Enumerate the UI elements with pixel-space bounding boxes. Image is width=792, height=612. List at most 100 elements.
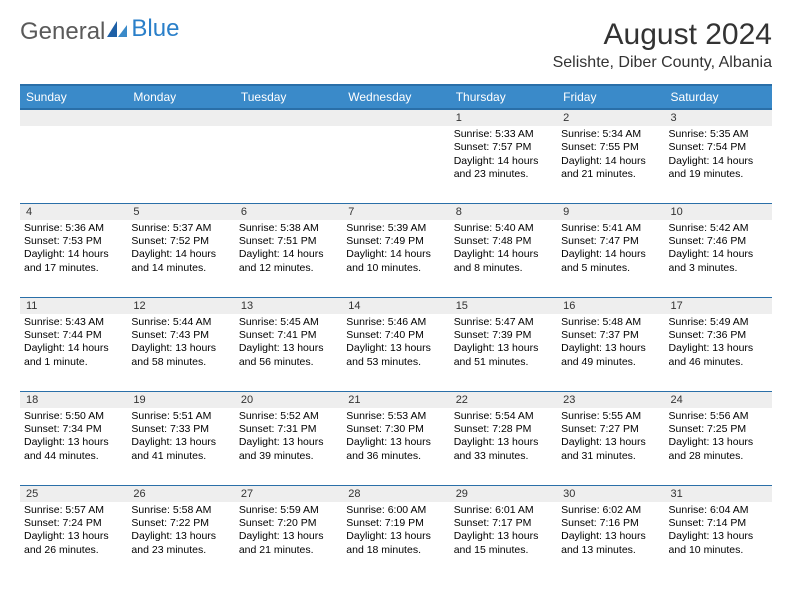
sunrise-text: Sunrise: 5:48 AM	[561, 316, 660, 329]
calendar-day-cell: 30Sunrise: 6:02 AMSunset: 7:16 PMDayligh…	[557, 485, 664, 579]
day-number: 4	[20, 204, 127, 220]
sunrise-text: Sunrise: 5:55 AM	[561, 410, 660, 423]
day-number: 13	[235, 298, 342, 314]
daylight-text: Daylight: 13 hours and 15 minutes.	[454, 530, 553, 557]
sunrise-text: Sunrise: 5:36 AM	[24, 222, 123, 235]
day-detail: Sunrise: 5:50 AMSunset: 7:34 PMDaylight:…	[20, 408, 127, 468]
day-number: 8	[450, 204, 557, 220]
weekday-friday: Friday	[557, 85, 664, 109]
day-number: 30	[557, 486, 664, 502]
daylight-text: Daylight: 13 hours and 53 minutes.	[346, 342, 445, 369]
sunrise-text: Sunrise: 5:34 AM	[561, 128, 660, 141]
day-number: 15	[450, 298, 557, 314]
calendar-week-row: 1Sunrise: 5:33 AMSunset: 7:57 PMDaylight…	[20, 109, 772, 203]
day-number: 28	[342, 486, 449, 502]
day-number: 6	[235, 204, 342, 220]
sunrise-text: Sunrise: 5:44 AM	[131, 316, 230, 329]
day-detail: Sunrise: 5:36 AMSunset: 7:53 PMDaylight:…	[20, 220, 127, 280]
day-detail: Sunrise: 5:39 AMSunset: 7:49 PMDaylight:…	[342, 220, 449, 280]
day-detail: Sunrise: 5:35 AMSunset: 7:54 PMDaylight:…	[665, 126, 772, 186]
day-detail: Sunrise: 6:00 AMSunset: 7:19 PMDaylight:…	[342, 502, 449, 562]
calendar-day-cell: 13Sunrise: 5:45 AMSunset: 7:41 PMDayligh…	[235, 297, 342, 391]
sunrise-text: Sunrise: 5:52 AM	[239, 410, 338, 423]
sunset-text: Sunset: 7:36 PM	[669, 329, 768, 342]
daylight-text: Daylight: 13 hours and 51 minutes.	[454, 342, 553, 369]
calendar-day-cell: 22Sunrise: 5:54 AMSunset: 7:28 PMDayligh…	[450, 391, 557, 485]
sunrise-text: Sunrise: 5:58 AM	[131, 504, 230, 517]
daylight-text: Daylight: 14 hours and 21 minutes.	[561, 155, 660, 182]
day-detail: Sunrise: 5:57 AMSunset: 7:24 PMDaylight:…	[20, 502, 127, 562]
day-detail: Sunrise: 5:58 AMSunset: 7:22 PMDaylight:…	[127, 502, 234, 562]
sunset-text: Sunset: 7:25 PM	[669, 423, 768, 436]
weekday-header-row: Sunday Monday Tuesday Wednesday Thursday…	[20, 85, 772, 109]
weekday-sunday: Sunday	[20, 85, 127, 109]
day-number: 10	[665, 204, 772, 220]
location: Selishte, Diber County, Albania	[553, 54, 772, 72]
day-number: 11	[20, 298, 127, 314]
day-detail: Sunrise: 5:46 AMSunset: 7:40 PMDaylight:…	[342, 314, 449, 374]
day-detail: Sunrise: 5:54 AMSunset: 7:28 PMDaylight:…	[450, 408, 557, 468]
sunset-text: Sunset: 7:52 PM	[131, 235, 230, 248]
day-detail: Sunrise: 5:55 AMSunset: 7:27 PMDaylight:…	[557, 408, 664, 468]
sunset-text: Sunset: 7:17 PM	[454, 517, 553, 530]
sunset-text: Sunset: 7:48 PM	[454, 235, 553, 248]
sunrise-text: Sunrise: 5:38 AM	[239, 222, 338, 235]
sunset-text: Sunset: 7:55 PM	[561, 141, 660, 154]
sunrise-text: Sunrise: 5:53 AM	[346, 410, 445, 423]
daylight-text: Daylight: 13 hours and 10 minutes.	[669, 530, 768, 557]
daylight-text: Daylight: 13 hours and 58 minutes.	[131, 342, 230, 369]
calendar-day-cell: 15Sunrise: 5:47 AMSunset: 7:39 PMDayligh…	[450, 297, 557, 391]
day-number	[342, 110, 449, 126]
sunrise-text: Sunrise: 5:47 AM	[454, 316, 553, 329]
calendar-week-row: 4Sunrise: 5:36 AMSunset: 7:53 PMDaylight…	[20, 203, 772, 297]
calendar-day-cell: 10Sunrise: 5:42 AMSunset: 7:46 PMDayligh…	[665, 203, 772, 297]
sunrise-text: Sunrise: 5:41 AM	[561, 222, 660, 235]
day-detail: Sunrise: 6:01 AMSunset: 7:17 PMDaylight:…	[450, 502, 557, 562]
calendar-day-cell: 3Sunrise: 5:35 AMSunset: 7:54 PMDaylight…	[665, 109, 772, 203]
logo-sail-icon	[107, 18, 129, 46]
weekday-tuesday: Tuesday	[235, 85, 342, 109]
daylight-text: Daylight: 13 hours and 46 minutes.	[669, 342, 768, 369]
calendar-week-row: 25Sunrise: 5:57 AMSunset: 7:24 PMDayligh…	[20, 485, 772, 579]
daylight-text: Daylight: 13 hours and 36 minutes.	[346, 436, 445, 463]
day-detail: Sunrise: 6:02 AMSunset: 7:16 PMDaylight:…	[557, 502, 664, 562]
calendar-day-cell	[20, 109, 127, 203]
day-detail: Sunrise: 5:38 AMSunset: 7:51 PMDaylight:…	[235, 220, 342, 280]
day-number: 21	[342, 392, 449, 408]
daylight-text: Daylight: 13 hours and 39 minutes.	[239, 436, 338, 463]
sunrise-text: Sunrise: 6:00 AM	[346, 504, 445, 517]
calendar-day-cell: 5Sunrise: 5:37 AMSunset: 7:52 PMDaylight…	[127, 203, 234, 297]
sunset-text: Sunset: 7:43 PM	[131, 329, 230, 342]
day-number	[235, 110, 342, 126]
day-number: 27	[235, 486, 342, 502]
sunset-text: Sunset: 7:53 PM	[24, 235, 123, 248]
sunrise-text: Sunrise: 5:45 AM	[239, 316, 338, 329]
day-number: 22	[450, 392, 557, 408]
calendar-day-cell	[127, 109, 234, 203]
day-detail: Sunrise: 5:40 AMSunset: 7:48 PMDaylight:…	[450, 220, 557, 280]
daylight-text: Daylight: 14 hours and 1 minute.	[24, 342, 123, 369]
sunset-text: Sunset: 7:46 PM	[669, 235, 768, 248]
day-detail: Sunrise: 5:37 AMSunset: 7:52 PMDaylight:…	[127, 220, 234, 280]
day-detail: Sunrise: 5:52 AMSunset: 7:31 PMDaylight:…	[235, 408, 342, 468]
calendar-day-cell: 6Sunrise: 5:38 AMSunset: 7:51 PMDaylight…	[235, 203, 342, 297]
daylight-text: Daylight: 14 hours and 8 minutes.	[454, 248, 553, 275]
sunset-text: Sunset: 7:14 PM	[669, 517, 768, 530]
sunrise-text: Sunrise: 5:40 AM	[454, 222, 553, 235]
sunrise-text: Sunrise: 5:33 AM	[454, 128, 553, 141]
calendar-day-cell: 24Sunrise: 5:56 AMSunset: 7:25 PMDayligh…	[665, 391, 772, 485]
calendar-day-cell	[235, 109, 342, 203]
sunset-text: Sunset: 7:22 PM	[131, 517, 230, 530]
calendar-day-cell: 21Sunrise: 5:53 AMSunset: 7:30 PMDayligh…	[342, 391, 449, 485]
day-detail: Sunrise: 5:43 AMSunset: 7:44 PMDaylight:…	[20, 314, 127, 374]
sunset-text: Sunset: 7:20 PM	[239, 517, 338, 530]
day-number: 17	[665, 298, 772, 314]
day-number: 7	[342, 204, 449, 220]
calendar-day-cell: 9Sunrise: 5:41 AMSunset: 7:47 PMDaylight…	[557, 203, 664, 297]
day-number: 14	[342, 298, 449, 314]
calendar-day-cell: 2Sunrise: 5:34 AMSunset: 7:55 PMDaylight…	[557, 109, 664, 203]
calendar-day-cell	[342, 109, 449, 203]
weekday-thursday: Thursday	[450, 85, 557, 109]
day-detail: Sunrise: 5:53 AMSunset: 7:30 PMDaylight:…	[342, 408, 449, 468]
daylight-text: Daylight: 13 hours and 23 minutes.	[131, 530, 230, 557]
